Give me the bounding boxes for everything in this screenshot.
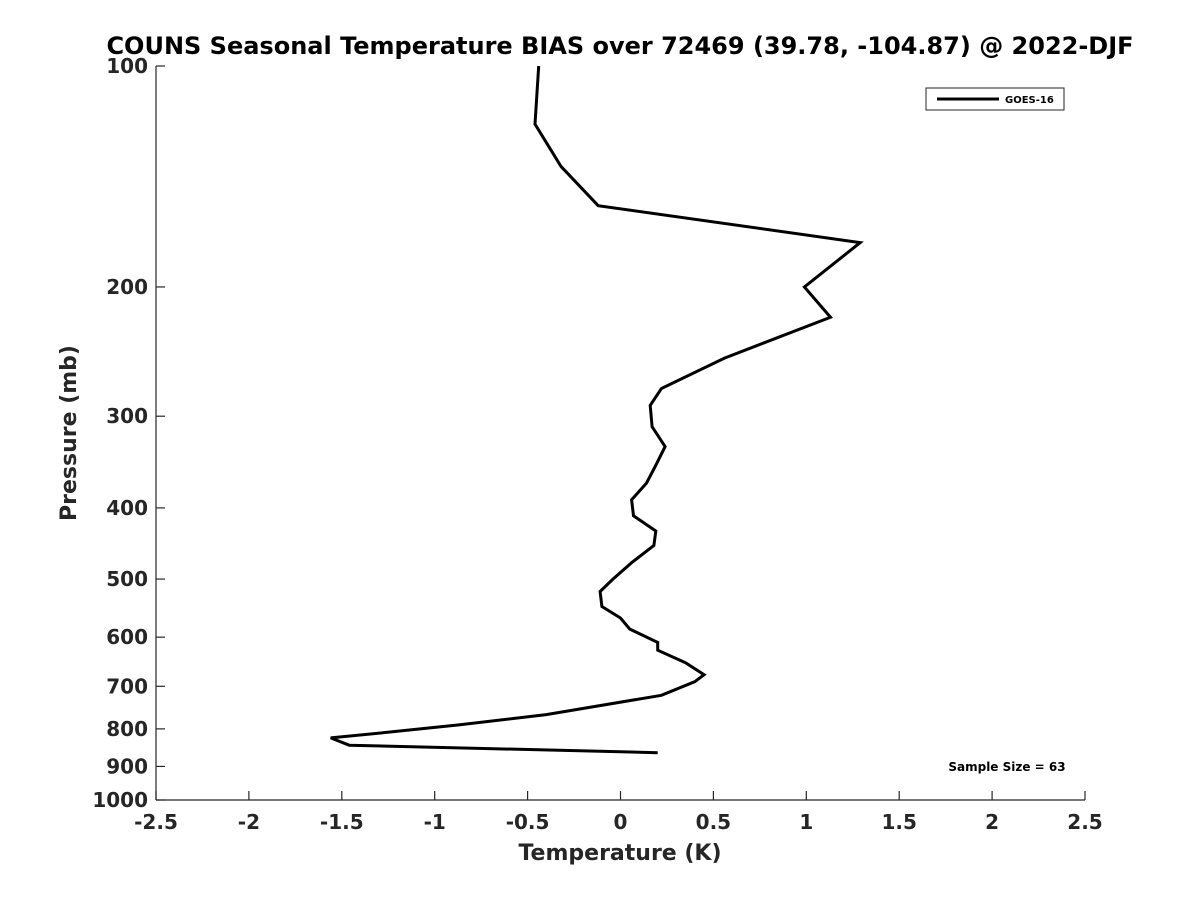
x-tick-label: 2.5 xyxy=(1067,810,1102,834)
chart-title: COUNS Seasonal Temperature BIAS over 724… xyxy=(106,32,1133,60)
y-tick-label: 500 xyxy=(106,567,148,591)
series-layer xyxy=(330,65,864,755)
y-axis-ticks: 100 200 300 400 500 600 700 800 900 1000 xyxy=(92,54,165,812)
y-tick-label: 800 xyxy=(106,717,148,741)
x-axis-ticks: -2.5 -2 -1.5 -1 -0.5 0 0.5 1 1.5 2 2.5 xyxy=(134,791,1103,834)
legend-label-goes-16: GOES-16 xyxy=(1005,95,1054,106)
y-tick-label: 700 xyxy=(106,674,148,698)
x-tick-label: -0.5 xyxy=(506,810,550,834)
plot-area xyxy=(155,66,1085,801)
x-tick-label: -2 xyxy=(238,810,260,834)
y-tick-label: 1000 xyxy=(92,788,148,812)
x-tick-label: 0 xyxy=(614,810,628,834)
x-tick-label: -1.5 xyxy=(320,810,364,834)
sample-size-annotation: Sample Size = 63 xyxy=(948,760,1065,774)
x-tick-label: -2.5 xyxy=(134,810,178,834)
x-tick-label: 0.5 xyxy=(696,810,731,834)
x-tick-label: 1 xyxy=(799,810,813,834)
legend: GOES-16 xyxy=(925,87,1065,111)
x-axis-label: Temperature (K) xyxy=(518,841,721,866)
y-tick-label: 400 xyxy=(106,496,148,520)
x-tick-label: 1.5 xyxy=(881,810,916,834)
y-tick-label: 600 xyxy=(106,625,148,649)
y-axis-label: Pressure (mb) xyxy=(57,345,82,521)
y-tick-label: 200 xyxy=(106,275,148,299)
series-line-goes-16 xyxy=(330,65,864,755)
x-tick-label: 2 xyxy=(985,810,999,834)
y-tick-label: 900 xyxy=(106,754,148,778)
y-tick-label: 100 xyxy=(106,54,148,78)
y-tick-label: 300 xyxy=(106,404,148,428)
x-tick-label: -1 xyxy=(424,810,446,834)
